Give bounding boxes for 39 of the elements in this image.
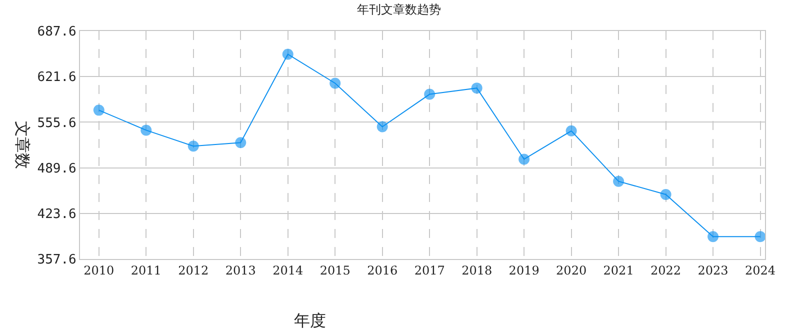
x-tick-label: 2010 (84, 263, 114, 278)
point (235, 137, 246, 148)
x-tick-label: 2022 (650, 263, 682, 278)
point (376, 121, 388, 132)
point (282, 48, 294, 60)
x-tick-label: 2019 (508, 263, 540, 278)
x-tick-label: 2018 (462, 263, 492, 278)
point (140, 124, 152, 136)
y-tick-label: 423.6 (37, 206, 76, 222)
point (188, 140, 199, 152)
y-tick-label: 489.6 (37, 161, 76, 176)
y-tick-label: 555.6 (37, 116, 76, 131)
x-tick-label: 2014 (272, 263, 304, 278)
y-axis-title: 文章数 (13, 121, 32, 169)
x-tick-label: 2016 (367, 263, 398, 278)
point (471, 82, 482, 94)
point (613, 176, 624, 187)
point (566, 125, 577, 136)
x-axis-title: 年度 (294, 311, 326, 330)
point (424, 88, 436, 100)
point (754, 231, 766, 242)
chart-title: 年刊文章数趋势 (357, 2, 441, 16)
point (518, 154, 530, 165)
y-tick-label: 687.6 (37, 24, 76, 40)
x-tick-label: 2024 (745, 263, 776, 278)
point (708, 231, 719, 242)
point (660, 188, 672, 200)
x-tick-label: 2017 (414, 263, 445, 278)
x-tick-label: 2011 (130, 263, 162, 278)
x-tick-label: 2013 (225, 263, 256, 278)
y-tick-label: 621.6 (37, 70, 76, 86)
y-tick-label: 357.6 (37, 252, 76, 268)
point (330, 78, 341, 89)
x-tick-label: 2020 (556, 263, 587, 278)
point (93, 104, 104, 116)
x-tick-label: 2012 (178, 263, 209, 278)
x-tick-label: 2021 (603, 263, 634, 278)
x-tick-label: 2023 (698, 263, 728, 278)
x-tick-label: 2015 (320, 263, 350, 278)
